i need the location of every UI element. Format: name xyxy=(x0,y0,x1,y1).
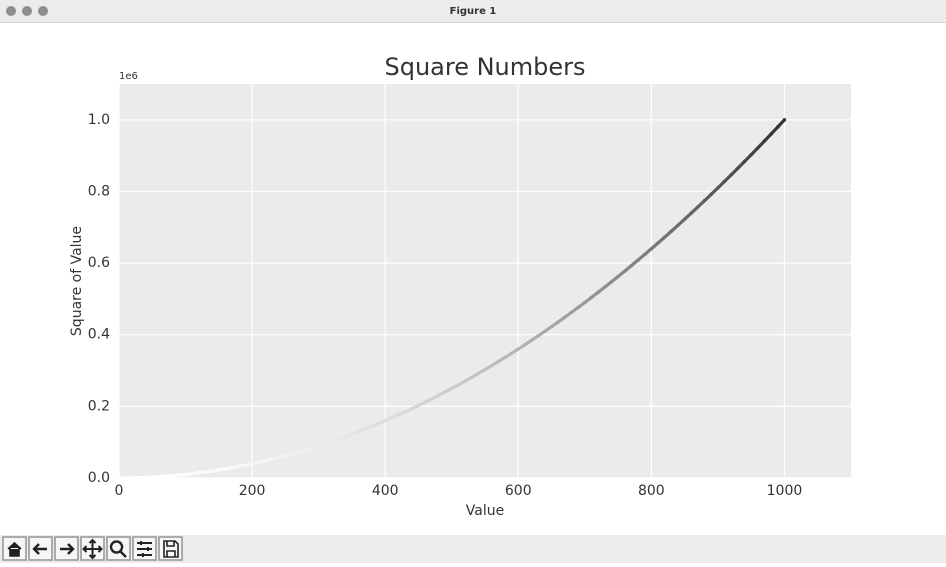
plot-area xyxy=(119,84,851,478)
x-tick-label: 0 xyxy=(115,483,124,499)
y-tick-label: 0.8 xyxy=(88,183,110,199)
y-tick-label: 0.0 xyxy=(88,470,110,486)
x-tick-label: 200 xyxy=(239,483,266,499)
close-button[interactable] xyxy=(6,6,16,16)
x-tick-label: 600 xyxy=(505,483,532,499)
zoom-button[interactable] xyxy=(38,6,48,16)
point-dot xyxy=(783,118,786,121)
x-tick-label: 800 xyxy=(638,483,665,499)
minimize-button[interactable] xyxy=(22,6,32,16)
chart-title: Square Numbers xyxy=(384,53,585,81)
x-axis-label: Value xyxy=(466,503,504,519)
window-title: Figure 1 xyxy=(450,6,497,17)
x-tick-label: 400 xyxy=(372,483,399,499)
y-tick-label: 0.2 xyxy=(88,398,110,414)
y-tick-label: 1.0 xyxy=(88,112,110,128)
y-tick-label: 0.6 xyxy=(88,255,110,271)
x-tick-label: 1000 xyxy=(767,483,803,499)
y-axis-label: Square of Value xyxy=(69,226,85,336)
configure-icon xyxy=(137,541,152,557)
y-tick-label: 0.4 xyxy=(88,327,110,343)
y-offset-label: 1e6 xyxy=(119,71,138,82)
